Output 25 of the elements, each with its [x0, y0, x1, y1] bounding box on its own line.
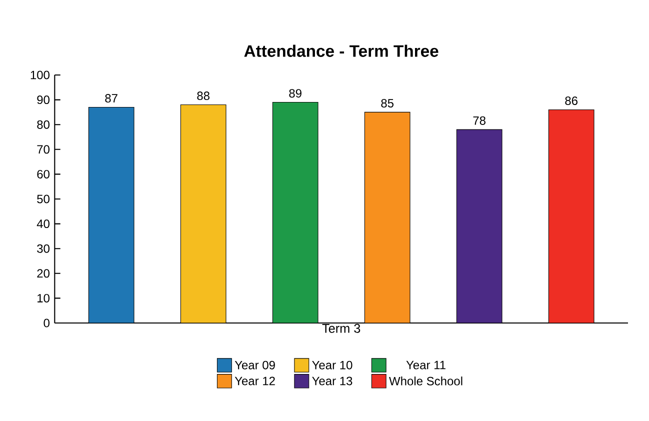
legend-label: Year 13	[312, 376, 352, 386]
y-tick-label: 20	[37, 269, 50, 278]
y-tick-label: 80	[37, 120, 50, 129]
legend-label: Year 11	[406, 360, 446, 370]
data-label: 86	[565, 96, 578, 106]
y-tick-label: 40	[36, 220, 50, 228]
x-axis-title: Term 3	[322, 324, 360, 333]
legend-label: Year 10	[312, 360, 352, 370]
data-label: 87	[105, 94, 118, 103]
y-tick-label: 100	[30, 70, 50, 80]
data-label: 78	[473, 116, 486, 125]
chart-title: Attendance - Term Three	[244, 44, 438, 57]
y-tick-label: 0	[44, 318, 50, 328]
y-tick-label: 50	[37, 194, 50, 204]
y-tick-label: 30	[37, 244, 50, 253]
legend-label: Year 09	[234, 360, 275, 370]
legend-label: Year 12	[234, 376, 275, 386]
y-tick-label: 60	[37, 170, 50, 178]
legend-label: Whole School	[389, 376, 462, 386]
y-tick-label: 10	[38, 294, 50, 302]
data-label: 88	[197, 92, 210, 100]
y-tick-label: 90	[37, 96, 50, 104]
data-label: 85	[381, 98, 394, 108]
y-tick-label: 70	[37, 145, 50, 154]
data-label: 89	[289, 89, 302, 98]
